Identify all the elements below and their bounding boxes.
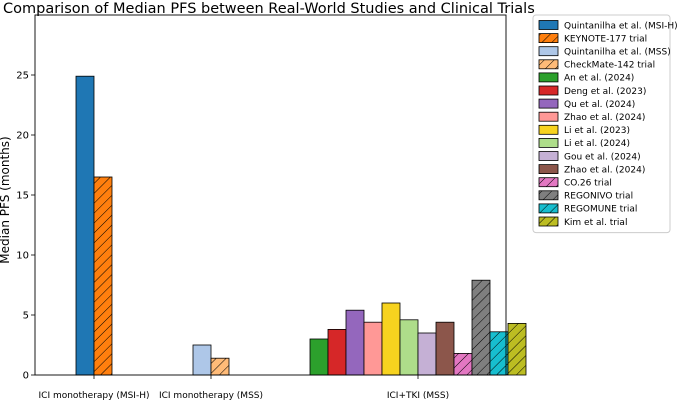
legend-swatch <box>538 177 559 188</box>
bar-gou-et-al-2024 <box>417 332 437 376</box>
x-tick-label: ICI monotherapy (MSS) <box>159 391 263 401</box>
bar-quintanilha-et-al-mss <box>192 344 212 376</box>
legend-swatch <box>538 33 559 43</box>
legend-label: REGONIVO trial <box>564 192 633 202</box>
bar-zhao-et-al-2024 <box>435 321 455 376</box>
legend-label: KEYNOTE-177 trial <box>564 34 647 44</box>
bar-kim-et-al-trial <box>507 322 527 376</box>
legend-label: Zhao et al. (2024) <box>564 113 645 123</box>
legend-swatch <box>538 190 559 201</box>
legend-swatch <box>538 151 559 161</box>
legend-swatch <box>538 98 559 109</box>
legend-entry-zhao-et-al-2024: Zhao et al. (2024) <box>538 164 645 175</box>
bar-regomune-trial <box>489 331 509 376</box>
legend-label: Quintanilha et al. (MSI-H) <box>564 21 678 31</box>
y-tick-label: 25 <box>16 71 29 82</box>
legend-entry-li-et-al-2024: Li et al. (2024) <box>538 137 630 149</box>
legend-label: CheckMate-142 trial <box>564 61 655 71</box>
bar-li-et-al-2023 <box>381 302 401 376</box>
bar-quintanilha-et-al-msi-h <box>75 75 95 376</box>
y-tick-label: 5 <box>23 311 29 322</box>
legend-label: REGOMUNE trial <box>564 205 637 215</box>
x-axis: ICI monotherapy (MSI-H) ICI monotherapy (… <box>39 375 449 401</box>
legend-label: An et al. (2024) <box>564 74 634 84</box>
legend-entry-keynote-177-trial: KEYNOTE-177 trial <box>538 33 647 44</box>
x-tick-label: ICI monotherapy (MSI-H) <box>39 391 150 401</box>
legend-entry-regonivo-trial: REGONIVO trial <box>538 190 633 202</box>
y-tick-label: 15 <box>16 191 29 202</box>
bar-zhao-et-al-2024 <box>363 321 383 376</box>
legend-label: Zhao et al. (2024) <box>564 165 645 175</box>
legend-label: Qu et al. (2024) <box>564 100 635 110</box>
y-axis-label: Median PFS (months) <box>0 136 12 263</box>
legend: Quintanilha et al. (MSI-H) KEYNOTE-177 tr… <box>532 14 678 234</box>
y-tick-label: 0 <box>23 371 29 382</box>
legend-swatch <box>538 72 559 83</box>
legend-entry-regomune-trial: REGOMUNE trial <box>538 203 637 215</box>
legend-label: CO.26 trial <box>564 179 612 189</box>
bars-layer <box>75 75 527 376</box>
bar-regonivo-trial <box>471 279 491 376</box>
legend-label: Gou et al. (2024) <box>564 152 641 162</box>
y-tick-label: 10 <box>16 251 29 262</box>
legend-label: Deng et al. (2023) <box>564 87 646 97</box>
legend-entry-kim-et-al-trial: Kim et al. trial <box>538 216 627 228</box>
bar-keynote-177-trial <box>93 176 113 376</box>
legend-swatch <box>538 20 559 30</box>
legend-swatch <box>538 137 559 148</box>
legend-entry-quintanilha-et-al-msi-h: Quintanilha et al. (MSI-H) <box>538 20 678 31</box>
legend-label: Quintanilha et al. (MSS) <box>564 48 671 58</box>
legend-label: Kim et al. trial <box>564 218 627 228</box>
legend-entry-deng-et-al-2023: Deng et al. (2023) <box>538 85 646 97</box>
legend-swatch <box>538 164 559 175</box>
legend-entry-zhao-et-al-2024: Zhao et al. (2024) <box>538 111 645 123</box>
legend-entry-an-et-al-2024: An et al. (2024) <box>538 72 634 84</box>
legend-frame <box>532 14 671 234</box>
legend-label: Li et al. (2024) <box>564 139 630 149</box>
chart-title: Comparison of Median PFS between Real-Wo… <box>3 1 535 17</box>
legend-swatch <box>538 85 559 96</box>
y-tick-label: 20 <box>16 131 29 142</box>
legend-entry-li-et-al-2023: Li et al. (2023) <box>538 124 630 136</box>
bar-co-26-trial <box>453 352 473 376</box>
x-tick-label: ICI+TKI (MSS) <box>387 391 449 401</box>
bar-li-et-al-2024 <box>399 319 419 376</box>
legend-label: Li et al. (2023) <box>564 126 630 136</box>
y-axis: 0 5 10 15 20 25 <box>16 71 35 382</box>
legend-entry-co-26-trial: CO.26 trial <box>538 177 612 189</box>
legend-swatch <box>538 111 559 122</box>
legend-entry-quintanilha-et-al-mss: Quintanilha et al. (MSS) <box>538 46 671 58</box>
bar-qu-et-al-2024 <box>345 309 365 376</box>
bar-deng-et-al-2023 <box>327 328 347 376</box>
legend-entry-gou-et-al-2024: Gou et al. (2024) <box>538 151 641 162</box>
legend-swatch <box>538 46 559 57</box>
legend-swatch <box>538 216 559 227</box>
legend-entry-qu-et-al-2024: Qu et al. (2024) <box>538 98 635 110</box>
legend-entry-checkmate-142-trial: CheckMate-142 trial <box>538 59 655 71</box>
legend-swatch <box>538 203 559 214</box>
bar-checkmate-142-trial <box>210 357 230 376</box>
legend-swatch <box>538 59 559 70</box>
bar-an-et-al-2024 <box>309 338 329 376</box>
legend-swatch <box>538 124 559 135</box>
